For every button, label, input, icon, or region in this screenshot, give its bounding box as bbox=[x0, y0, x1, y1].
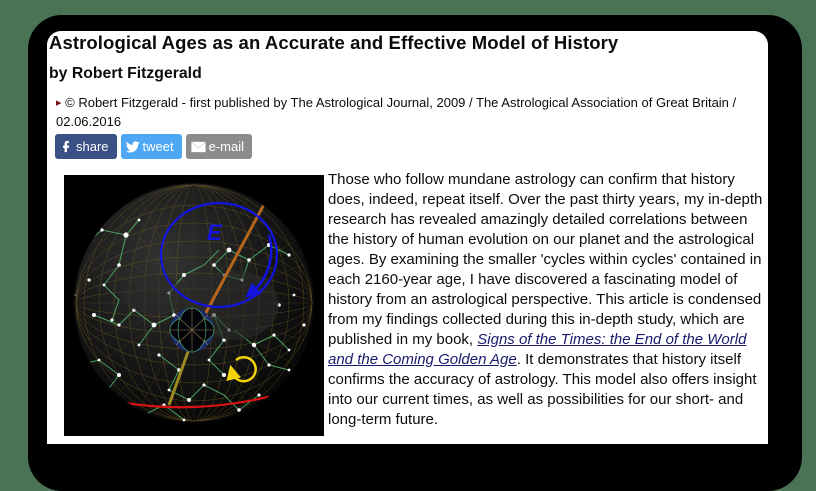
svg-text:E: E bbox=[207, 220, 223, 245]
